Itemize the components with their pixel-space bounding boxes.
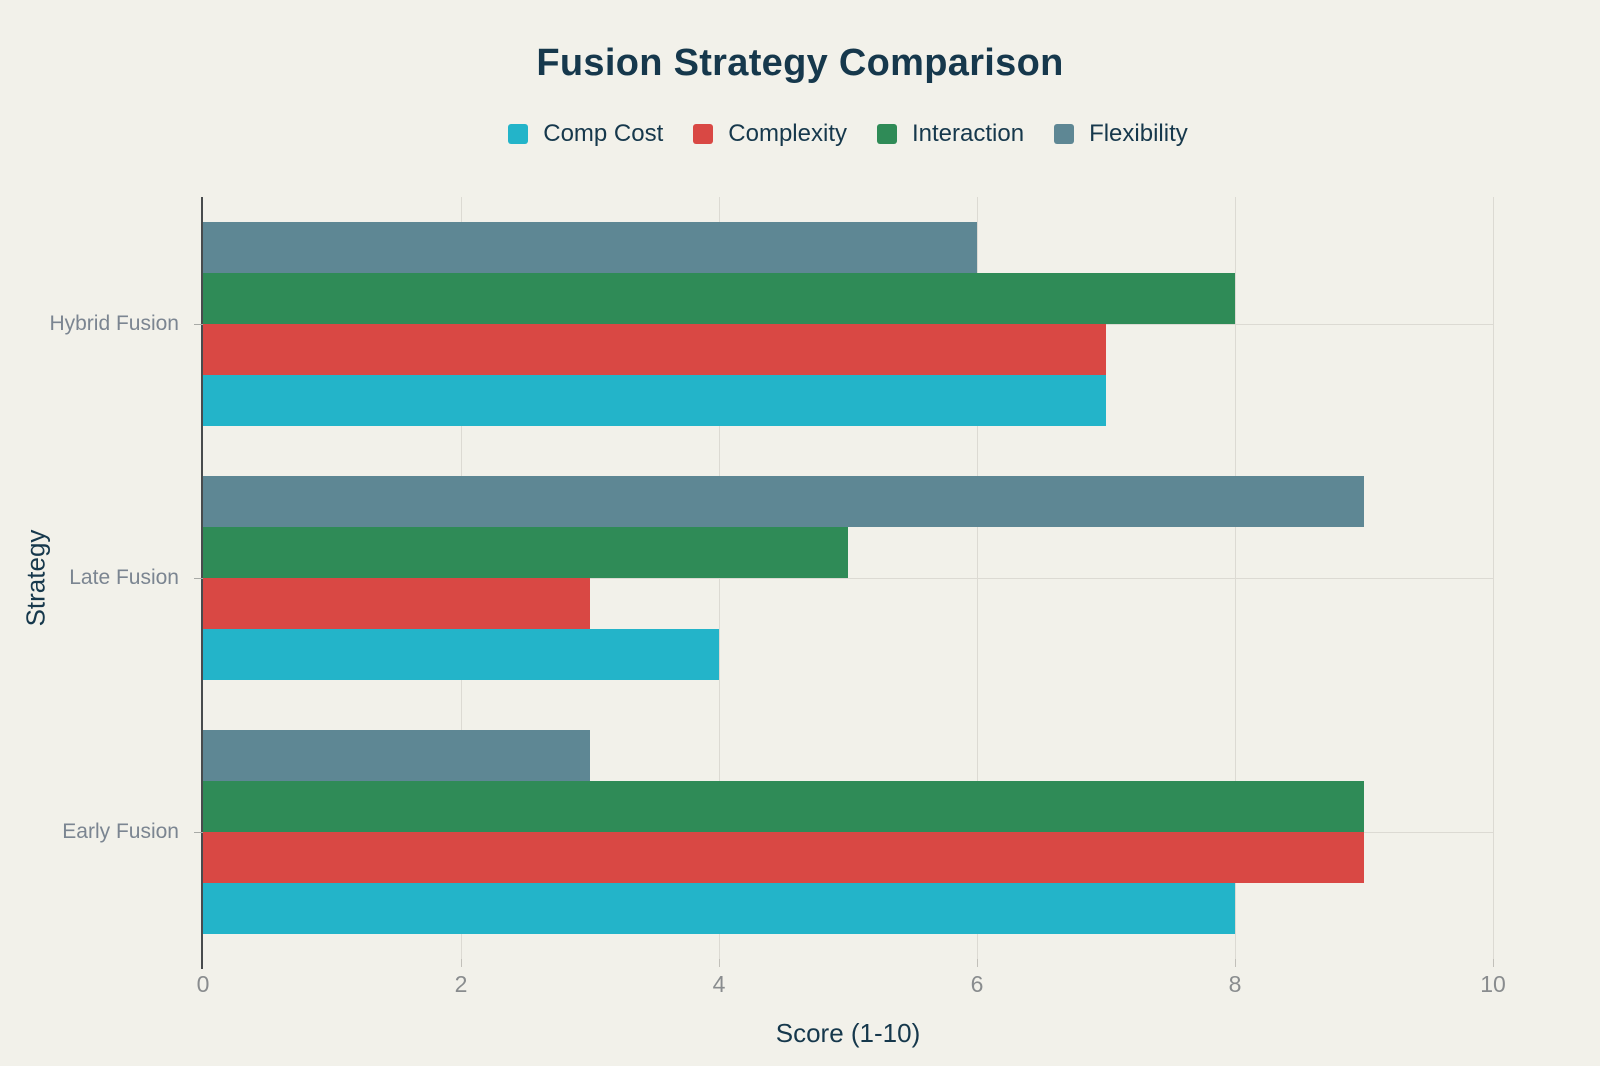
x-axis-tick [977, 959, 978, 967]
y-axis-title: Strategy [20, 529, 51, 627]
y-axis-tick [194, 324, 203, 325]
plot-area [194, 197, 1494, 969]
legend-label: Flexibility [1089, 120, 1188, 147]
x-axis-tick [719, 959, 720, 967]
x-axis-tick [1235, 959, 1236, 967]
category-label-hybrid-fusion: Hybrid Fusion [49, 312, 179, 335]
x-axis-tick [1493, 959, 1494, 967]
y-axis-line [201, 197, 203, 969]
bar-hybrid-fusion-comp-cost[interactable] [203, 375, 1106, 426]
legend-label: Interaction [911, 120, 1025, 147]
x-tick-label: 8 [1228, 971, 1242, 997]
bar-late-fusion-comp-cost[interactable] [203, 629, 719, 680]
bar-group-hybrid-fusion [203, 197, 1493, 451]
x-tick-label: 4 [712, 971, 726, 997]
y-axis-tick [194, 578, 203, 579]
bar-late-fusion-complexity[interactable] [203, 578, 590, 629]
bar-group-early-fusion [203, 705, 1493, 959]
bar-early-fusion-flexibility[interactable] [203, 730, 590, 781]
legend-label: Comp Cost [543, 120, 664, 147]
x-axis-tick [461, 959, 462, 967]
legend-swatch-icon [876, 124, 897, 144]
bar-early-fusion-comp-cost[interactable] [203, 883, 1235, 934]
legend-item-flexibility[interactable]: Flexibility [1054, 120, 1188, 148]
bar-early-fusion-complexity[interactable] [203, 832, 1364, 883]
x-axis-title: Score (1-10) [775, 1018, 921, 1048]
bar-late-fusion-interaction[interactable] [203, 527, 848, 578]
x-axis-tick-labels: 0 2 4 6 8 10 [197, 971, 1506, 1001]
bar-late-fusion-flexibility[interactable] [203, 476, 1364, 527]
bar-hybrid-fusion-interaction[interactable] [203, 273, 1235, 324]
chart-title: Fusion Strategy Comparison [536, 42, 1064, 84]
legend: Comp Cost Complexity Interaction Flexibilit… [203, 120, 1493, 148]
bar-early-fusion-interaction[interactable] [203, 781, 1364, 832]
legend-item-interaction[interactable]: Interaction [876, 120, 1025, 148]
x-tick-label: 10 [1480, 971, 1506, 997]
bar-hybrid-fusion-complexity[interactable] [203, 324, 1106, 375]
legend-item-comp-cost[interactable]: Comp Cost [508, 120, 663, 148]
y-axis-tick [194, 832, 203, 833]
legend-swatch-icon [1054, 124, 1075, 144]
gridline-x-10 [1493, 197, 1494, 959]
category-label-early-fusion: Early Fusion [62, 820, 179, 843]
bar-group-late-fusion [203, 451, 1493, 705]
x-tick-label: 6 [970, 971, 984, 997]
gridline-category-late-fusion [203, 578, 1493, 579]
category-label-late-fusion: Late Fusion [69, 566, 179, 589]
legend-label: Complexity [728, 120, 847, 147]
legend-swatch-icon [693, 124, 714, 144]
legend-swatch-icon [508, 124, 529, 144]
x-tick-label: 2 [454, 971, 468, 997]
x-tick-label: 0 [196, 971, 210, 997]
legend-item-complexity[interactable]: Complexity [693, 120, 847, 148]
y-axis-category-labels: Hybrid Fusion Late Fusion Early Fusion [0, 197, 191, 959]
bar-hybrid-fusion-flexibility[interactable] [203, 222, 977, 273]
